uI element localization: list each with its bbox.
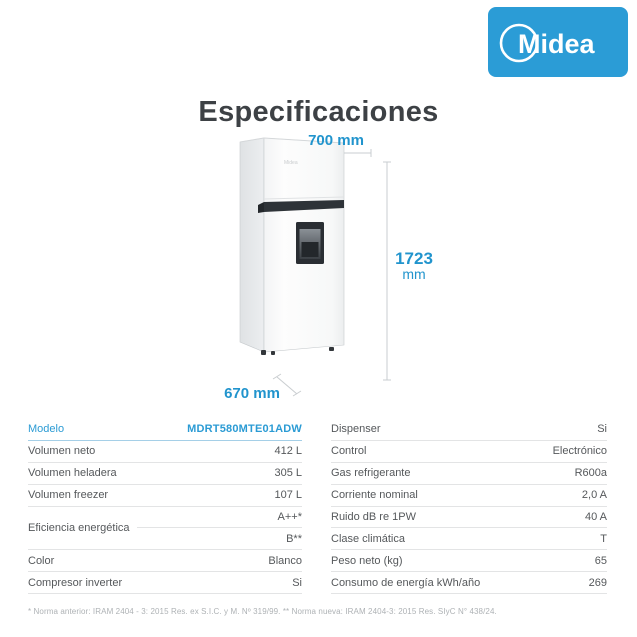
spec-tables: Modelo MDRT580MTE01ADW Volumen neto 412 … bbox=[28, 419, 608, 595]
energy-value-top: A++* bbox=[137, 506, 302, 528]
spec-row-control: Control Electrónico bbox=[331, 441, 607, 463]
energy-value-bottom: B** bbox=[286, 532, 302, 545]
spec-row-eficiencia-energetica: Eficiencia energética A++* B** bbox=[28, 507, 302, 551]
spec-label: Consumo de energía kWh/año bbox=[331, 576, 481, 589]
spec-label: Dispenser bbox=[331, 423, 381, 436]
height-dimension-line bbox=[383, 161, 391, 381]
spec-label: Volumen neto bbox=[28, 445, 96, 458]
spec-label: Eficiencia energética bbox=[28, 521, 130, 534]
spec-value: 269 bbox=[588, 576, 607, 589]
spec-row-compresor-inverter: Compresor inverter Si bbox=[28, 572, 302, 595]
spec-row-ruido: Ruido dB re 1PW 40 A bbox=[331, 507, 607, 529]
spec-value: MDRT580MTE01ADW bbox=[187, 423, 302, 436]
spec-value: Si bbox=[597, 423, 607, 436]
height-value: 1723 bbox=[395, 249, 433, 268]
spec-label: Corriente nominal bbox=[331, 489, 418, 502]
spec-value: Blanco bbox=[268, 554, 302, 567]
spec-table-left: Modelo MDRT580MTE01ADW Volumen neto 412 … bbox=[28, 419, 302, 595]
spec-value: T bbox=[600, 532, 607, 545]
page-title: Especificaciones bbox=[198, 96, 439, 128]
spec-row-consumo-energia: Consumo de energía kWh/año 269 bbox=[331, 572, 607, 595]
spec-label: Compresor inverter bbox=[28, 576, 123, 589]
spec-row-volumen-neto: Volumen neto 412 L bbox=[28, 441, 302, 463]
fridge-image: Midea bbox=[239, 137, 345, 355]
midea-circle-icon bbox=[499, 23, 539, 63]
spec-label: Clase climática bbox=[331, 532, 405, 545]
depth-dimension-line bbox=[272, 373, 302, 397]
midea-logo-text: Midea bbox=[518, 29, 596, 59]
fridge-diagram: Midea bbox=[239, 137, 391, 397]
spec-row-modelo: Modelo MDRT580MTE01ADW bbox=[28, 419, 302, 441]
spec-value: Electrónico bbox=[552, 445, 607, 458]
spec-row-volumen-heladera: Volumen heladera 305 L bbox=[28, 463, 302, 485]
height-unit: mm bbox=[402, 266, 426, 282]
spec-row-clase-climatica: Clase climática T bbox=[331, 528, 607, 551]
spec-label: Volumen heladera bbox=[28, 467, 117, 480]
spec-value: 65 bbox=[594, 554, 607, 567]
midea-logo: Midea bbox=[488, 7, 628, 77]
spec-row-gas-refrigerante: Gas refrigerante R600a bbox=[331, 463, 607, 485]
spec-table-right: Dispenser Si Control Electrónico Gas ref… bbox=[331, 419, 607, 595]
spec-value: R600a bbox=[574, 467, 607, 480]
spec-label: Volumen freezer bbox=[28, 489, 109, 502]
handle-bar-side bbox=[258, 202, 264, 213]
depth-dimension-label: 670 mm bbox=[224, 385, 280, 402]
fridge-feet bbox=[261, 347, 334, 355]
spec-row-color: Color Blanco bbox=[28, 550, 302, 573]
spec-value: Si bbox=[292, 576, 302, 589]
spec-row-peso-neto: Peso neto (kg) 65 bbox=[331, 550, 607, 573]
energy-values: A++* B** bbox=[137, 506, 302, 550]
height-dimension-label: 1723 mm bbox=[390, 250, 438, 281]
spec-label: Control bbox=[331, 445, 367, 458]
spec-label: Peso neto (kg) bbox=[331, 554, 403, 567]
spec-value: 412 L bbox=[274, 445, 302, 458]
spec-value: 305 L bbox=[274, 467, 302, 480]
spec-row-corriente-nominal: Corriente nominal 2,0 A bbox=[331, 485, 607, 507]
spec-row-dispenser: Dispenser Si bbox=[331, 419, 607, 441]
spec-label: Modelo bbox=[28, 423, 65, 436]
handle-bar bbox=[264, 200, 344, 212]
spec-value: 2,0 A bbox=[581, 489, 607, 502]
width-dimension-label: 700 mm bbox=[308, 132, 364, 149]
freezer-door-gap bbox=[263, 196, 345, 200]
fridge-side-panel bbox=[239, 137, 265, 353]
spec-label: Ruido dB re 1PW bbox=[331, 511, 416, 523]
spec-label: Color bbox=[28, 554, 55, 567]
spec-value: 107 L bbox=[274, 489, 302, 502]
fridge-brand-mark: Midea bbox=[284, 160, 298, 166]
spec-row-volumen-freezer: Volumen freezer 107 L bbox=[28, 485, 302, 507]
water-dispenser bbox=[296, 222, 324, 264]
midea-logo-icon: Midea bbox=[499, 23, 596, 63]
spec-value: 40 A bbox=[584, 511, 607, 523]
fridge-top-edge bbox=[239, 137, 345, 144]
spec-label: Gas refrigerante bbox=[331, 467, 411, 480]
norms-footnote: * Norma anterior: IRAM 2404 - 3: 2015 Re… bbox=[28, 607, 497, 616]
